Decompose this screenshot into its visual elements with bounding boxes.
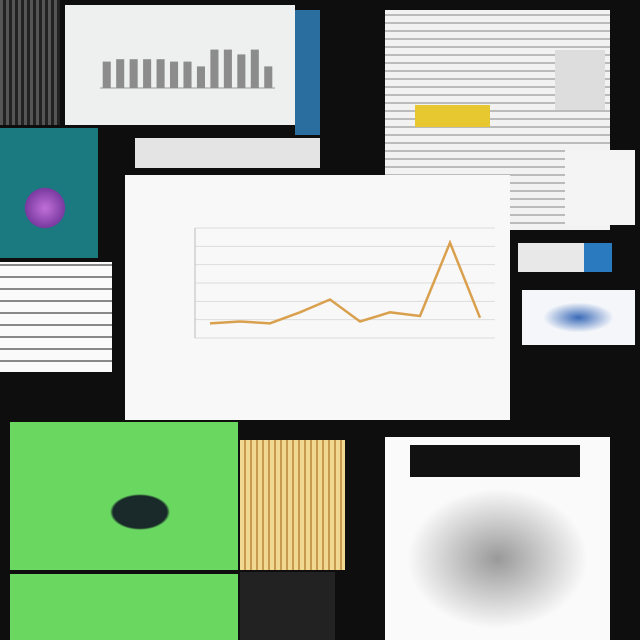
line bbox=[209, 239, 482, 325]
bar bbox=[102, 61, 111, 88]
bar bbox=[116, 59, 125, 88]
green-panel bbox=[10, 422, 238, 570]
yellow-row bbox=[415, 105, 490, 127]
line-chart bbox=[194, 227, 495, 339]
green-panel-2 bbox=[10, 574, 238, 640]
teal-panel bbox=[0, 128, 98, 258]
header-bar bbox=[410, 445, 580, 477]
top-strip bbox=[135, 138, 320, 168]
blue-strip bbox=[295, 10, 320, 135]
bar bbox=[237, 54, 246, 88]
bar-chart bbox=[100, 49, 275, 89]
bar bbox=[170, 61, 179, 88]
beige-panel bbox=[240, 440, 345, 570]
bar bbox=[129, 59, 138, 88]
bar bbox=[223, 49, 232, 88]
strip bbox=[0, 0, 60, 125]
bar bbox=[196, 66, 205, 88]
specimen bbox=[522, 290, 635, 345]
blue-tag bbox=[518, 243, 612, 272]
dark-panel bbox=[240, 572, 335, 640]
line-panel bbox=[125, 175, 510, 420]
bar bbox=[156, 59, 165, 88]
mini-chart bbox=[565, 150, 635, 225]
bar bbox=[183, 61, 192, 88]
sketch-panel bbox=[0, 262, 112, 372]
bar bbox=[143, 59, 152, 88]
bar bbox=[210, 49, 219, 88]
bar bbox=[250, 49, 259, 88]
image bbox=[555, 50, 605, 110]
bar bbox=[264, 66, 273, 88]
